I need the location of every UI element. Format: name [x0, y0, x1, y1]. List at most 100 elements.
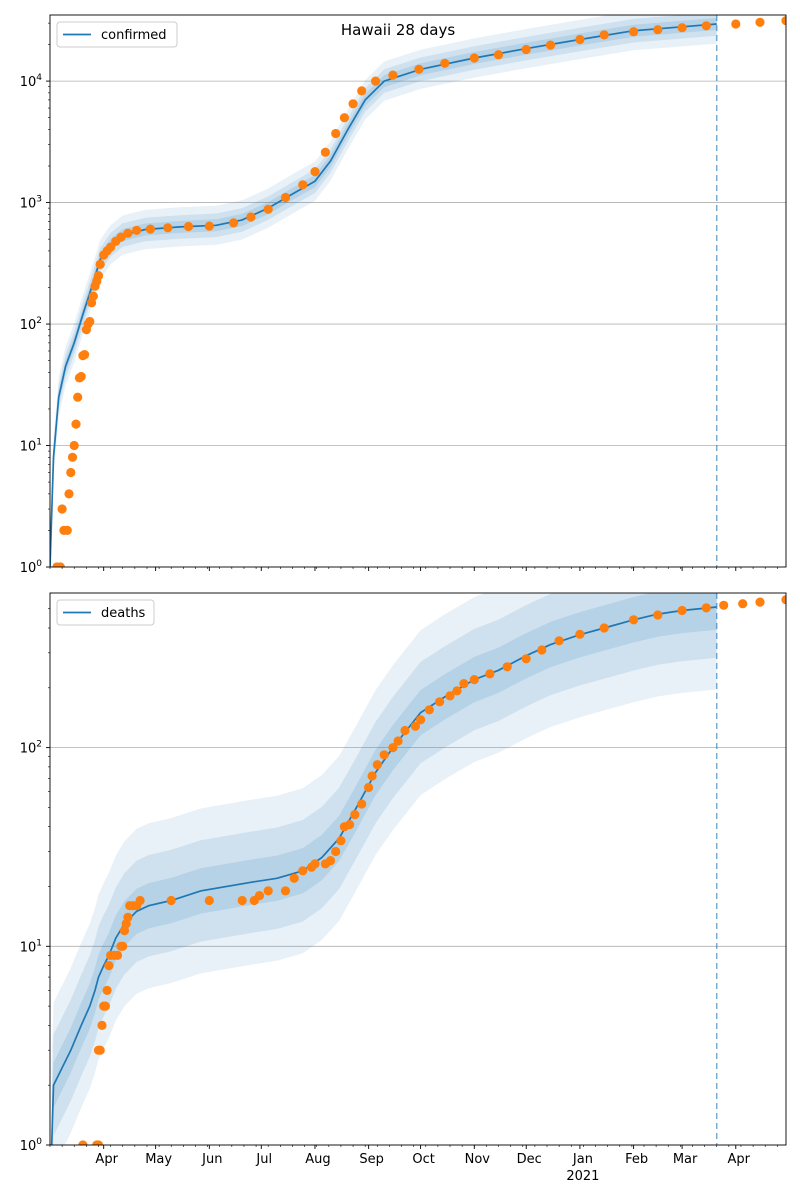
- data-point: [57, 504, 67, 514]
- x-tick-label: Nov: [465, 1152, 491, 1167]
- data-point: [280, 192, 291, 203]
- legend: confirmed: [56, 21, 178, 48]
- data-point: [78, 1140, 88, 1145]
- data-point: [298, 866, 308, 876]
- y-tick-label: 101: [20, 938, 42, 955]
- axes-frame: [49, 14, 787, 568]
- data-point: [424, 705, 434, 715]
- data-point: [537, 645, 547, 655]
- data-point: [336, 836, 346, 846]
- data-point: [112, 950, 123, 961]
- data-point: [100, 1001, 110, 1011]
- y-tick-exponent: 2: [36, 740, 42, 750]
- data-point: [69, 440, 79, 451]
- legend-box: [56, 599, 155, 626]
- data-point: [400, 725, 410, 736]
- data-point: [280, 886, 291, 896]
- data-point: [183, 221, 194, 232]
- legend-box: [56, 21, 178, 48]
- data-point: [364, 782, 374, 793]
- data-point: [459, 679, 469, 689]
- data-point: [263, 886, 273, 896]
- data-point: [310, 167, 320, 177]
- x-tick-label: Dec: [517, 1152, 542, 1167]
- x-tick-label: Feb: [625, 1152, 648, 1167]
- data-point: [575, 629, 585, 639]
- data-point: [76, 371, 86, 382]
- data-point: [204, 221, 214, 231]
- data-point: [85, 316, 95, 327]
- data-point: [388, 70, 398, 80]
- data-point: [55, 562, 65, 567]
- data-point: [485, 669, 495, 679]
- y-tick-label: 103: [20, 195, 42, 212]
- data-point: [629, 27, 639, 37]
- data-point: [95, 1045, 105, 1055]
- data-point: [88, 291, 98, 301]
- data-point: [653, 25, 663, 35]
- data-point: [204, 895, 214, 906]
- y-tick-label: 100: [20, 559, 43, 576]
- data-point: [781, 16, 786, 26]
- data-point: [325, 856, 336, 866]
- data-point: [123, 912, 133, 922]
- legend: deaths: [56, 599, 155, 626]
- data-point: [97, 1020, 107, 1030]
- data-point: [163, 223, 173, 233]
- data-point: [367, 771, 377, 781]
- y-tick-exponent: 1: [36, 938, 42, 948]
- data-point: [331, 128, 341, 139]
- y-tick-label: 104: [20, 73, 43, 90]
- data-point: [145, 224, 155, 234]
- data-point: [93, 1140, 104, 1145]
- data-point: [357, 799, 367, 809]
- data-point: [71, 419, 81, 429]
- data-point: [93, 271, 104, 281]
- data-point: [755, 17, 765, 27]
- data-point: [123, 228, 133, 238]
- data-point: [521, 44, 531, 55]
- x-tick-label: Oct: [412, 1152, 434, 1167]
- data-point: [738, 599, 748, 609]
- y-tick-exponent: 2: [36, 316, 42, 326]
- y-tick-label: 100: [20, 1137, 43, 1154]
- data-point: [298, 180, 308, 190]
- data-point: [80, 350, 90, 360]
- uncertainty-band: [51, 593, 717, 1145]
- data-point: [435, 697, 445, 707]
- data-point: [371, 76, 381, 86]
- x-tick-year-label: 2021: [566, 1169, 599, 1184]
- y-tick-label: 102: [20, 740, 42, 757]
- data-point: [445, 691, 455, 701]
- y-tick-label: 101: [20, 438, 42, 455]
- data-point: [310, 859, 320, 869]
- data-point: [62, 525, 72, 536]
- data-point: [755, 597, 765, 607]
- x-tick-label: Apr: [728, 1152, 751, 1167]
- plot-area: [50, 15, 786, 567]
- data-point: [629, 615, 639, 625]
- data-point: [350, 810, 360, 820]
- legend-label: confirmed: [101, 28, 167, 43]
- data-point: [166, 895, 176, 906]
- x-tick-label: Jan: [572, 1152, 593, 1167]
- data-point: [104, 961, 114, 971]
- data-point: [95, 259, 105, 269]
- data-point: [554, 636, 564, 646]
- data-point: [116, 232, 126, 242]
- data-point: [73, 392, 83, 402]
- data-point: [119, 926, 130, 936]
- plot-area: [50, 593, 786, 1145]
- data-point: [246, 212, 256, 222]
- data-point: [502, 662, 512, 672]
- data-point: [379, 750, 389, 760]
- data-point: [521, 654, 531, 664]
- data-point: [331, 846, 341, 857]
- data-point: [545, 40, 556, 50]
- data-point: [320, 147, 330, 157]
- data-point: [135, 895, 145, 906]
- data-point: [289, 873, 299, 883]
- data-point: [132, 225, 142, 235]
